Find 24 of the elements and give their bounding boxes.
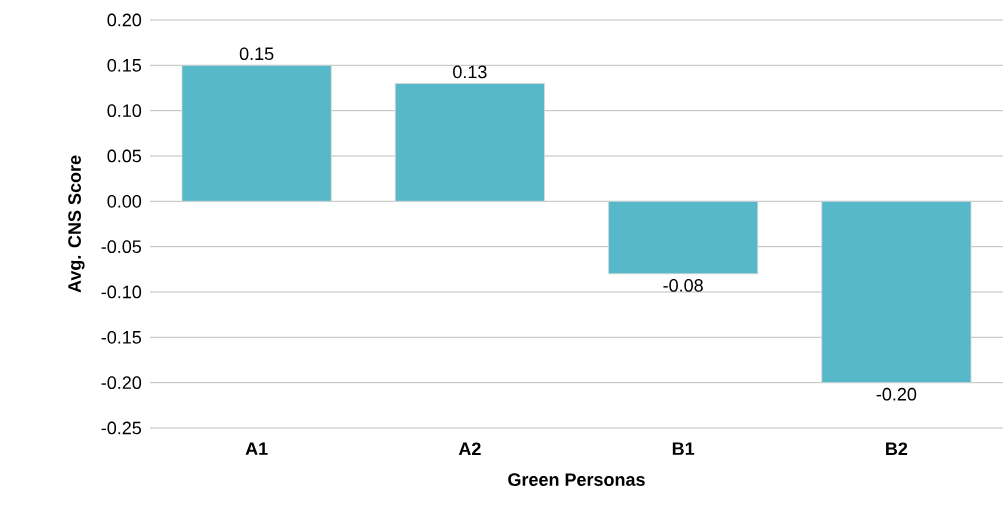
x-tick-label: A1 [245, 442, 268, 455]
x-tick-label: A2 [458, 442, 481, 455]
data-label: -0.08 [663, 279, 703, 292]
y-tick-label: 0.05 [107, 149, 142, 163]
data-label: -0.20 [876, 387, 917, 401]
y-tick-label: 0.15 [107, 58, 142, 72]
y-tick-label: -0.20 [101, 376, 142, 390]
x-tick-label: B1 [672, 442, 695, 455]
x-axis-title: Green Personas [508, 473, 645, 486]
bar [181, 64, 332, 202]
y-tick-label: 0.10 [107, 104, 142, 118]
bar [394, 83, 545, 202]
data-label: 0.13 [453, 65, 487, 79]
y-tick-label: 0.00 [107, 194, 142, 208]
bar [821, 200, 972, 384]
x-tick-label: B2 [886, 442, 908, 455]
y-tick-label: -0.15 [101, 330, 142, 344]
y-tick-label: -0.10 [101, 285, 142, 299]
y-tick-label: 0.20 [107, 13, 142, 27]
data-label: 0.15 [239, 47, 274, 61]
y-tick-label: -0.05 [101, 240, 142, 254]
y-tick-label: -0.25 [101, 421, 142, 435]
bar [608, 200, 759, 275]
y-axis-title: Avg. CNS Score [68, 155, 85, 293]
